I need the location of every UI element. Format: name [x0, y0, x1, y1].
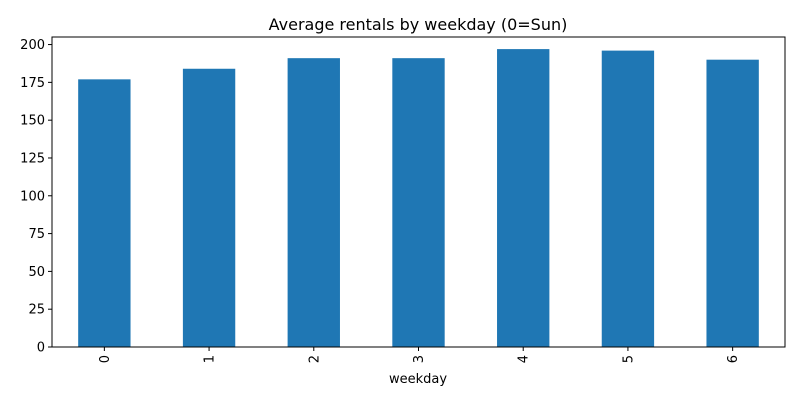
x-tick-label: 3 — [412, 355, 427, 363]
y-tick-label: 150 — [20, 114, 45, 129]
y-tick-label: 100 — [20, 189, 45, 204]
y-tick-label: 125 — [20, 151, 45, 166]
x-tick-label: 5 — [621, 355, 636, 363]
x-tick-label: 6 — [726, 355, 741, 363]
x-axis-label: weekday — [389, 372, 447, 387]
bar-5 — [601, 50, 655, 348]
x-axis: 0 1 2 3 4 5 6 — [98, 347, 741, 363]
bar-4 — [497, 49, 550, 347]
y-tick-label: 25 — [28, 303, 45, 318]
y-tick-label: 75 — [28, 227, 45, 242]
bar-2 — [287, 58, 340, 348]
y-tick-label: 0 — [37, 341, 45, 356]
x-tick-label: 4 — [517, 355, 532, 363]
bar-6 — [706, 59, 759, 348]
x-tick-label: 1 — [203, 355, 218, 363]
bars-group — [78, 49, 759, 348]
x-tick-label: 2 — [307, 355, 322, 363]
bar-3 — [392, 58, 445, 348]
x-tick-label: 0 — [98, 355, 113, 363]
chart-title: Average rentals by weekday (0=Sun) — [269, 15, 568, 34]
bar-0 — [78, 79, 131, 347]
y-axis: 0 25 50 75 100 125 150 175 200 — [20, 38, 52, 356]
y-tick-label: 200 — [20, 38, 45, 53]
plot-frame — [51, 36, 786, 348]
y-tick-label: 175 — [20, 76, 45, 91]
y-tick-label: 50 — [28, 265, 45, 280]
bar-1 — [182, 68, 236, 347]
